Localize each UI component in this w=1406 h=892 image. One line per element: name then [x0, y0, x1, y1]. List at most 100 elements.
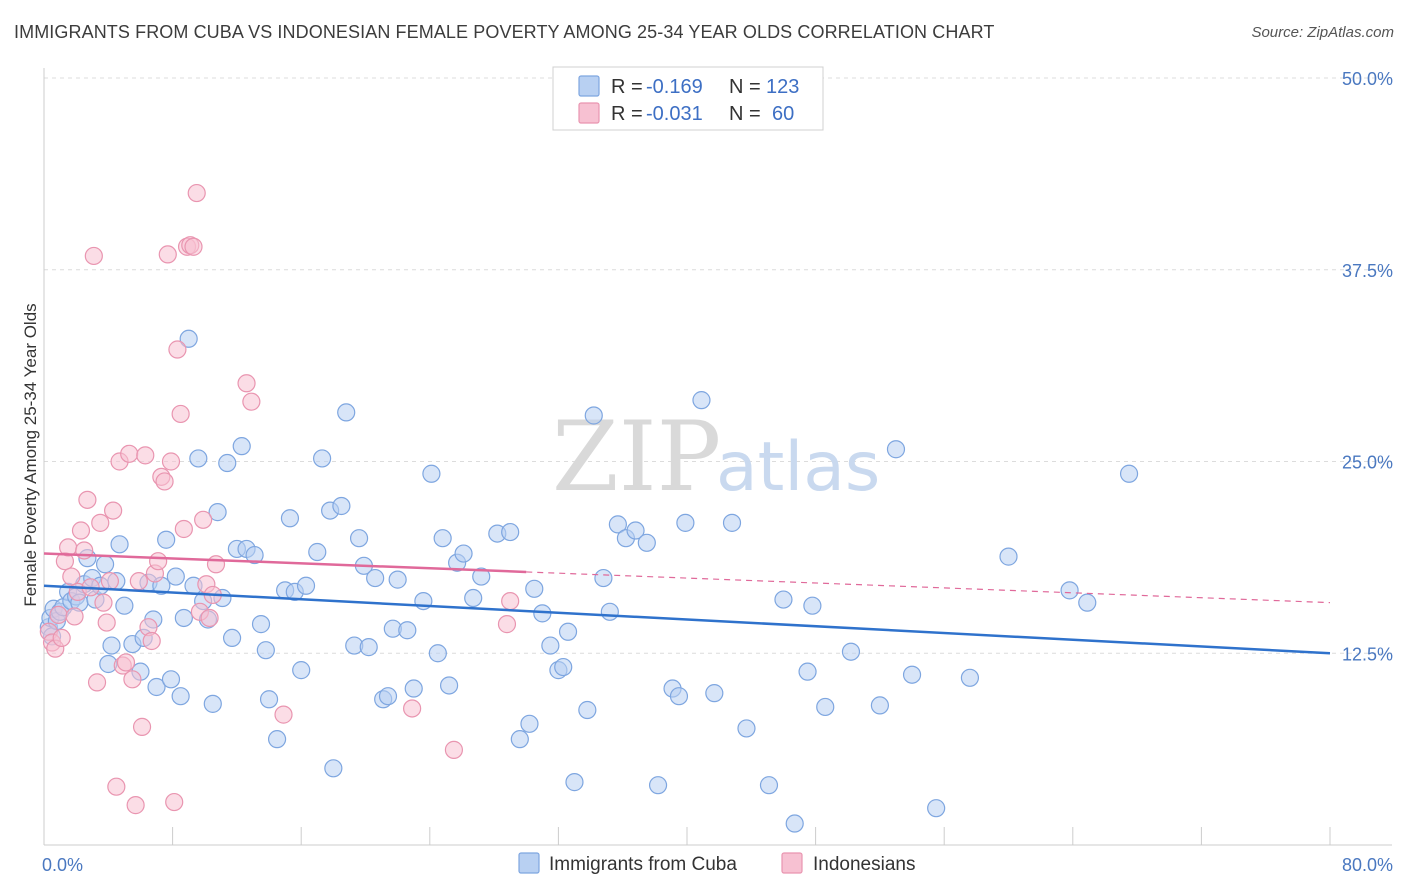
point-cuba-73 [404, 679, 423, 698]
chart-source: Source: ZipAtlas.com [1251, 24, 1394, 41]
point-indonesians-7 [62, 567, 81, 586]
point-cuba-94 [578, 700, 597, 720]
point-indonesians-4 [52, 628, 71, 648]
point-indonesians-20 [104, 501, 123, 520]
point-cuba-78 [439, 676, 459, 695]
point-indonesians-17 [94, 593, 113, 612]
point-indonesians-56 [403, 699, 422, 718]
point-indonesians-30 [136, 446, 155, 465]
legend-r-label-cuba: R = [611, 76, 643, 98]
point-indonesians-16 [91, 513, 110, 532]
point-cuba-69 [378, 687, 398, 706]
point-cuba-82 [472, 567, 491, 586]
point-indonesians-53 [237, 374, 256, 393]
top-legend: R = -0.169 N = 123 R = -0.031 N = 60 [552, 66, 824, 131]
point-cuba-113 [798, 662, 817, 681]
point-indonesians-3 [49, 605, 68, 625]
point-indonesians-15 [87, 673, 107, 692]
point-cuba-101 [637, 533, 656, 552]
point-cuba-102 [648, 776, 668, 795]
chart-title: IMMIGRANTS FROM CUBA VS INDONESIAN FEMAL… [14, 22, 995, 42]
point-indonesians-25 [120, 444, 139, 463]
y-tick-labels: 12.5% 25.0% 37.5% 50.0% [1342, 69, 1393, 664]
point-indonesians-50 [200, 608, 219, 628]
point-cuba-42 [218, 453, 237, 473]
point-cuba-97 [600, 602, 619, 621]
point-indonesians-32 [142, 631, 161, 651]
point-indonesians-24 [116, 653, 136, 672]
trend-line-cuba [43, 584, 1331, 655]
point-indonesians-40 [168, 340, 187, 359]
point-indonesians-58 [497, 615, 517, 634]
legend-n-value-cuba: 123 [766, 76, 799, 98]
point-indonesians-41 [171, 404, 190, 424]
point-cuba-40 [208, 503, 227, 522]
y-tick-label-0: 12.5% [1342, 644, 1393, 664]
watermark-atlas: atlas [716, 428, 880, 507]
point-indonesians-42 [174, 519, 193, 539]
point-cuba-21 [115, 596, 134, 615]
point-indonesians-54 [242, 392, 261, 411]
point-cuba-49 [256, 641, 275, 660]
legend-r-value-indonesians: -0.031 [646, 103, 703, 125]
point-indonesians-52 [206, 555, 226, 574]
point-indonesians-10 [71, 521, 91, 540]
bottom-legend-label-cuba: Immigrants from Cuba [549, 854, 737, 875]
point-cuba-53 [280, 509, 300, 528]
y-tick-label-1: 25.0% [1342, 453, 1393, 473]
point-cuba-124 [1078, 593, 1097, 612]
point-cuba-92 [558, 622, 578, 641]
point-cuba-112 [785, 814, 804, 833]
point-cuba-16 [95, 555, 115, 574]
legend-swatch-indonesians [578, 102, 600, 124]
point-cuba-81 [464, 588, 483, 608]
point-cuba-27 [147, 677, 166, 697]
point-cuba-121 [960, 668, 980, 687]
point-indonesians-28 [129, 572, 148, 591]
trend-line-indonesians-solid [43, 552, 527, 574]
point-cuba-107 [705, 684, 724, 703]
point-cuba-20 [110, 535, 129, 554]
point-cuba-33 [174, 608, 193, 628]
bottom-legend-label-indonesians: Indonesians [813, 854, 915, 875]
y-tick-label-3: 50.0% [1342, 69, 1393, 89]
point-cuba-91 [554, 657, 573, 677]
point-indonesians-36 [155, 472, 174, 491]
point-cuba-47 [245, 545, 264, 565]
point-cuba-75 [422, 464, 441, 483]
point-cuba-80 [454, 544, 473, 563]
point-cuba-66 [359, 638, 378, 657]
point-cuba-125 [1119, 464, 1139, 483]
point-cuba-55 [292, 661, 311, 680]
point-indonesians-26 [123, 670, 142, 689]
point-cuba-93 [565, 773, 584, 792]
point-cuba-60 [324, 759, 343, 778]
point-cuba-32 [171, 687, 190, 706]
point-cuba-108 [722, 513, 742, 532]
point-cuba-77 [433, 529, 452, 548]
legend-n-value-indonesians: 60 [772, 103, 794, 125]
point-cuba-123 [1060, 581, 1079, 600]
point-indonesians-34 [149, 552, 168, 571]
point-cuba-39 [203, 694, 222, 713]
point-cuba-104 [669, 687, 689, 706]
point-indonesians-37 [158, 245, 177, 264]
point-cuba-67 [366, 568, 385, 588]
point-indonesians-27 [126, 796, 145, 815]
point-cuba-34 [179, 329, 198, 348]
point-cuba-56 [296, 576, 316, 595]
legend-r-value-cuba: -0.169 [646, 76, 703, 98]
point-cuba-98 [608, 515, 627, 534]
point-cuba-119 [902, 665, 922, 684]
x-tick-labels: 0.0% 80.0% [42, 855, 1393, 875]
x-tick-label-min: 0.0% [42, 855, 83, 875]
point-cuba-48 [251, 615, 271, 634]
bottom-legend-swatch-cuba [518, 852, 540, 874]
point-cuba-115 [816, 697, 835, 717]
point-cuba-64 [349, 529, 369, 548]
point-indonesians-21 [107, 777, 126, 796]
point-cuba-95 [584, 406, 603, 425]
point-indonesians-57 [444, 740, 464, 759]
point-cuba-105 [676, 513, 695, 532]
